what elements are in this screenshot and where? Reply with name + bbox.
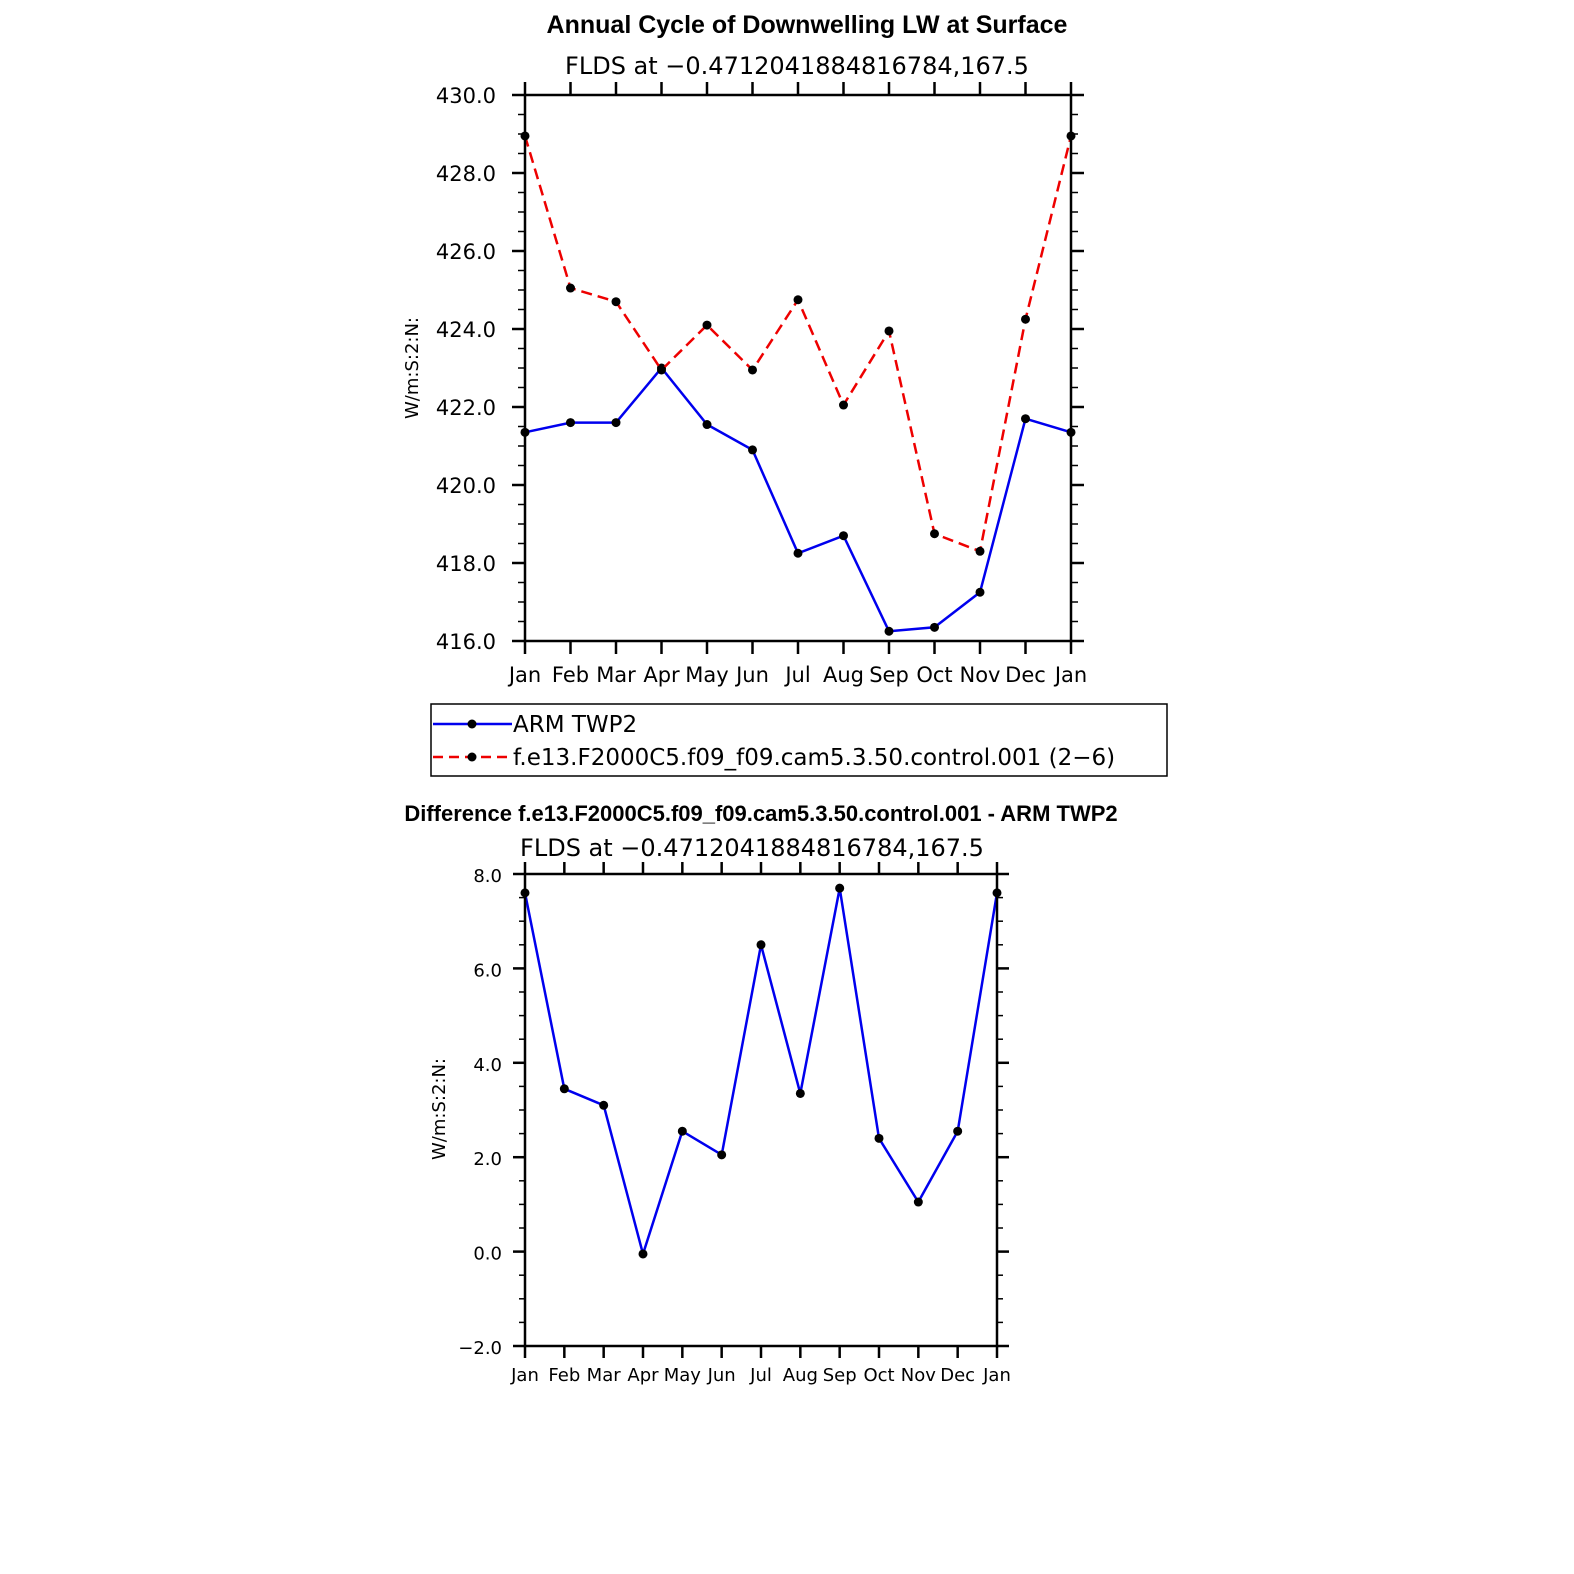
top-series-0-point [975,587,985,597]
bottom-series-0-point [559,1084,569,1094]
legend-label-arm: ARM TWP2 [513,712,637,738]
bottom-series-0-point [953,1126,963,1136]
bottom-xtick-label: Jan [982,1365,1011,1386]
bottom-xtick-label: May [664,1365,702,1386]
top-xtick-label: Feb [552,663,589,687]
top-xtick-label: Jan [1053,663,1087,687]
legend-marker-arm [467,719,477,729]
bottom-xtick-label: Oct [863,1365,894,1386]
bottom-chart: Difference f.e13.F2000C5.f09_f09.cam5.3.… [404,801,1117,1386]
top-series-0-point [884,626,894,636]
top-series-1-point [793,295,803,305]
bottom-series-0-point [913,1197,923,1207]
bottom-xtick-label: Aug [783,1365,818,1386]
top-chart: Annual Cycle of Downwelling LW at Surfac… [402,11,1087,687]
bottom-ytick-label: −2.0 [458,1338,502,1359]
top-xtick-label: Jul [783,663,810,687]
top-ytick-label: 418.0 [436,552,496,576]
bottom-ytick-label: 6.0 [473,960,502,981]
bottom-xtick-label: Nov [901,1365,936,1386]
bottom-chart-ticks: −2.0 0.0 2.0 4.0 6.0 8.0 Jan Feb Mar Apr May Jun Jul… [458,862,1011,1386]
bottom-xtick-label: Jun [707,1365,736,1386]
top-chart-frame [523,93,1073,643]
top-ytick-label: 430.0 [436,84,496,108]
top-series-0-point [930,622,939,632]
top-series-1-point [930,529,939,539]
top-series-1-point [975,546,985,556]
top-xtick-label: Oct [916,663,952,687]
top-xtick-label: Jun [734,663,769,687]
bottom-xtick-label: Dec [940,1365,975,1386]
top-series-0-point [566,418,575,428]
bottom-xtick-label: Jan [510,1365,539,1386]
top-chart-plot-area [520,131,1076,636]
top-chart-ylabel: W/m:S:2:N: [402,317,423,419]
top-xtick-label: Apr [643,663,680,687]
bottom-ytick-label: 8.0 [473,866,502,887]
top-series-0-point [611,418,621,428]
top-series-0-point [839,531,848,541]
legend: ARM TWP2 f.e13.F2000C5.f09_f09.cam5.3.50… [430,703,1168,777]
top-chart-ticks: 416.0 418.0 420.0 422.0 424.0 426.0 428.0 430.0… [436,82,1087,687]
top-series-0-point [748,445,757,455]
bottom-xtick-label: Feb [548,1365,580,1386]
bottom-ytick-label: 0.0 [473,1244,502,1265]
bottom-series-0-point [835,883,845,893]
top-series-1-point [657,365,666,375]
bottom-xtick-label: Sep [823,1365,857,1386]
top-series-1-point [839,400,848,410]
bottom-series-0-point [756,940,766,950]
bottom-series-0-point [677,1126,687,1136]
top-series-1-point [748,365,757,375]
bottom-chart-plot-area [520,883,1002,1259]
bottom-chart-title: Difference f.e13.F2000C5.f09_f09.cam5.3.… [404,801,1117,826]
top-series-1-point [611,297,621,307]
top-series-1-line [523,135,1073,554]
bottom-xtick-label: Apr [627,1365,659,1386]
top-series-1-point [702,320,712,330]
legend-marker-model [467,752,477,762]
bottom-chart-frame [523,872,999,1348]
bottom-series-0-point [874,1133,884,1143]
top-chart-title: Annual Cycle of Downwelling LW at Surfac… [547,11,1068,39]
bottom-series-0-point [638,1249,648,1259]
bottom-xtick-label: Jul [749,1365,772,1386]
top-series-1-point [1021,314,1030,324]
bottom-series-0-point [599,1100,609,1110]
top-xtick-label: Sep [869,663,909,687]
top-xtick-label: Mar [596,663,636,687]
bottom-ytick-label: 4.0 [473,1055,502,1076]
bottom-xtick-label: Mar [587,1365,622,1386]
top-series-1-point [884,326,894,336]
top-ytick-label: 424.0 [436,318,496,342]
top-ytick-label: 426.0 [436,240,496,264]
top-series-0-point [1021,414,1030,424]
bottom-series-0-point [717,1150,727,1160]
top-series-0-point [793,548,803,558]
top-ytick-label: 416.0 [436,630,496,654]
bottom-ytick-label: 2.0 [473,1149,502,1170]
top-chart-subtitle: FLDS at −0.4712041884816784,167.5 [565,52,1029,80]
top-ytick-label: 422.0 [436,396,496,420]
legend-box [430,703,1168,777]
top-xtick-label: Aug [823,663,864,687]
legend-label-model: f.e13.F2000C5.f09_f09.cam5.3.50.control.… [513,745,1115,771]
top-series-1-point [566,283,575,293]
top-xtick-label: Jan [507,663,541,687]
top-series-0-point [702,420,712,430]
bottom-chart-subtitle: FLDS at −0.4712041884816784,167.5 [520,834,984,862]
bottom-chart-ylabel: W/m:S:2:N: [429,1058,450,1160]
top-xtick-label: May [685,663,728,687]
top-ytick-label: 420.0 [436,474,496,498]
top-xtick-label: Nov [960,663,1001,687]
top-xtick-label: Dec [1005,663,1046,687]
bottom-series-0-point [795,1088,805,1098]
top-ytick-label: 428.0 [436,162,496,186]
